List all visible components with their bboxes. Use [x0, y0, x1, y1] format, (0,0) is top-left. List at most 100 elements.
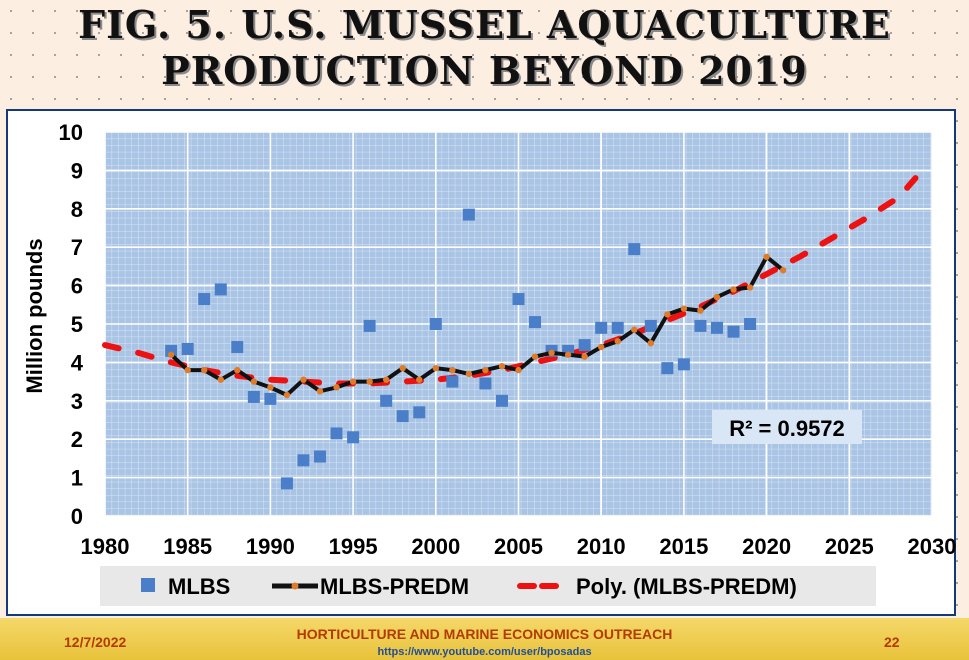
- mlbs-point: [529, 316, 542, 329]
- predm-point: [234, 366, 241, 374]
- mlbs-point: [330, 427, 343, 440]
- predm-point: [614, 338, 621, 345]
- legend-predm-label: MLBS-PREDM: [320, 574, 469, 599]
- predm-point: [515, 366, 522, 374]
- mlbs-point: [247, 390, 260, 403]
- title-line-2: PRODUCTION BEYOND 2019: [161, 48, 808, 93]
- predm-point: [399, 364, 406, 372]
- predm-point: [548, 349, 555, 356]
- x-tick-label: 2000: [411, 534, 460, 559]
- footer-url-link[interactable]: https://www.youtube.com/user/bposadas: [377, 646, 592, 658]
- predm-point: [647, 340, 655, 347]
- r2-box: [712, 410, 862, 444]
- predm-point: [217, 376, 224, 383]
- x-tick-label: 1995: [329, 534, 378, 559]
- y-axis-label: Million pounds: [22, 238, 47, 393]
- predm-point: [366, 378, 373, 385]
- r2-label: R² = 0.9572: [729, 416, 845, 441]
- y-tick-label: 5: [71, 312, 83, 337]
- predm-point: [779, 267, 787, 274]
- mlbs-point: [710, 321, 723, 334]
- legend-box: [100, 566, 876, 606]
- predm-point: [564, 351, 572, 358]
- y-tick-label: 0: [71, 504, 83, 529]
- mlbs-point: [512, 293, 525, 306]
- y-tick-label: 1: [71, 466, 83, 491]
- mlbs-point: [694, 319, 707, 332]
- mlbs-point: [363, 319, 376, 332]
- x-tick-label: 2005: [494, 534, 543, 559]
- legend-mlbs-swatch: [141, 578, 155, 592]
- legend-predm-marker: [291, 582, 299, 590]
- y-tick-label: 10: [59, 120, 83, 145]
- y-tick-label: 9: [71, 158, 83, 183]
- predm-point: [382, 376, 390, 383]
- poly-trendline: [102, 175, 919, 387]
- x-tick-label: 2010: [577, 534, 626, 559]
- footer-page-number: 22: [884, 634, 900, 650]
- predm-point: [416, 376, 423, 383]
- predm-point: [349, 378, 357, 385]
- predm-point: [300, 376, 307, 383]
- predm-point: [598, 343, 605, 351]
- mlbs-point: [413, 406, 426, 419]
- title-line-1: FIG. 5. U.S. MUSSEL AQUACULTURE: [78, 2, 891, 47]
- mlbs-point: [595, 321, 608, 334]
- mlbs-point: [181, 342, 194, 355]
- mlbs-point: [231, 341, 244, 354]
- legend-poly-label: Poly. (MLBS-PREDM): [576, 574, 797, 599]
- y-tick-label: 7: [71, 235, 83, 260]
- predm-point: [184, 366, 191, 374]
- mlbs-point: [611, 321, 624, 334]
- mlbs-point: [661, 362, 674, 375]
- mlbs-point: [264, 392, 277, 405]
- y-tick-label: 6: [71, 274, 83, 299]
- mlbs-point: [462, 208, 475, 221]
- predm-point: [250, 378, 258, 385]
- y-tick-label: 2: [71, 427, 83, 452]
- predm-point: [763, 253, 770, 260]
- predm-point: [730, 286, 737, 293]
- mlbs-point: [297, 454, 310, 467]
- x-tick-label: 2025: [825, 534, 874, 559]
- predm-point: [333, 384, 340, 391]
- predm-point: [498, 363, 506, 370]
- mlbs-point: [347, 431, 360, 444]
- y-tick-label: 3: [71, 389, 83, 414]
- predm-point: [316, 388, 324, 395]
- predm-point: [201, 366, 208, 374]
- mlbs-point: [396, 410, 409, 423]
- legend-mlbs-label: MLBS: [168, 574, 230, 599]
- predm-point: [449, 366, 456, 374]
- footer-date: 12/7/2022: [64, 634, 127, 650]
- predm-point: [167, 351, 175, 358]
- predm-point: [432, 364, 439, 372]
- mlbs-point: [314, 450, 327, 463]
- mlbs-point: [727, 325, 740, 338]
- footer-bar: 12/7/2022 HORTICULTURE AND MARINE ECONOM…: [0, 618, 969, 660]
- mlbs-point: [628, 243, 641, 256]
- predm-point: [664, 311, 671, 318]
- predm-point: [267, 384, 274, 391]
- mlbs-point: [644, 319, 657, 332]
- mlbs-point: [429, 318, 442, 330]
- mlbs-point: [479, 377, 492, 390]
- x-tick-label: 1980: [81, 534, 130, 559]
- predm-point: [746, 284, 754, 291]
- predm-point: [283, 391, 291, 399]
- footer-outreach-title: HORTICULTURE AND MARINE ECONOMICS OUTREA…: [296, 626, 673, 642]
- mlbs-point: [198, 293, 211, 306]
- y-tick-label: 8: [71, 197, 83, 222]
- predm-point: [465, 370, 473, 378]
- x-tick-label: 2015: [659, 534, 708, 559]
- mlbs-point: [280, 477, 293, 490]
- mlbs-point: [495, 394, 508, 407]
- mlbs-point: [677, 358, 690, 371]
- x-tick-label: 1985: [163, 534, 212, 559]
- mlbs-point: [744, 318, 757, 330]
- mlbs-point: [214, 283, 227, 296]
- predm-point: [581, 353, 588, 360]
- x-tick-label: 2020: [742, 534, 791, 559]
- predm-point: [631, 326, 638, 333]
